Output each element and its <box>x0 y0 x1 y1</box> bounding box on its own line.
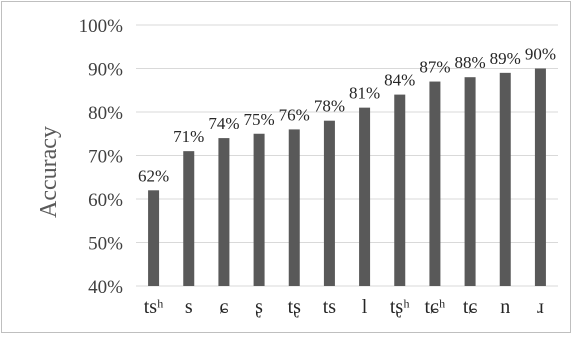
y-tick-label: 90% <box>88 60 123 81</box>
bar <box>218 138 230 286</box>
chart-frame: 40% 50% 60% 70% 80% 90% 100% 62% 71% 74% 75% 76% 78… <box>1 1 571 333</box>
x-category-label: tʂʰ <box>390 296 410 318</box>
data-label: 75% <box>243 110 274 129</box>
bar <box>464 77 476 286</box>
x-category-label: tsʰ <box>144 296 164 318</box>
x-category-label: ʂ <box>255 296 263 318</box>
x-category-label: ts <box>323 296 337 318</box>
x-category-label: tɕʰ <box>424 296 445 318</box>
data-label: 89% <box>490 49 521 68</box>
x-category-label: ɹ <box>537 296 544 318</box>
y-tick-label: 100% <box>79 16 124 37</box>
data-label: 84% <box>384 71 415 90</box>
data-label: 74% <box>208 114 239 133</box>
bar <box>323 120 335 286</box>
y-tick-label: 80% <box>88 103 123 124</box>
data-label: 76% <box>279 105 310 124</box>
bar <box>148 190 160 286</box>
y-tick-label: 60% <box>88 190 123 211</box>
y-tick-label: 40% <box>88 277 123 298</box>
data-label: 71% <box>173 127 204 146</box>
data-label: 78% <box>314 97 345 116</box>
y-tick-label: 70% <box>88 147 123 168</box>
y-tick-label: 50% <box>88 234 123 255</box>
y-axis-label: Accuracy <box>36 126 62 218</box>
bar <box>253 133 265 286</box>
data-label: 90% <box>525 45 556 64</box>
x-category-label: s <box>185 296 193 318</box>
bar <box>394 94 406 286</box>
data-label: 62% <box>138 166 169 185</box>
x-category-label: l <box>362 296 368 318</box>
bar <box>534 68 546 286</box>
bar <box>359 107 371 287</box>
x-category-label: tʂ <box>288 296 302 318</box>
x-category-label: tɕ <box>463 296 478 318</box>
data-label: 88% <box>454 53 485 72</box>
bar <box>499 72 511 286</box>
bar <box>429 81 441 286</box>
bar <box>183 151 195 286</box>
data-label: 81% <box>349 84 380 103</box>
bar <box>288 129 300 286</box>
bar-chart: 40% 50% 60% 70% 80% 90% 100% 62% 71%74% 75% 76% 78… <box>36 16 558 318</box>
x-category-label: ɕ <box>219 296 228 318</box>
x-category-label: n <box>500 296 510 318</box>
data-label: 87% <box>419 58 450 77</box>
